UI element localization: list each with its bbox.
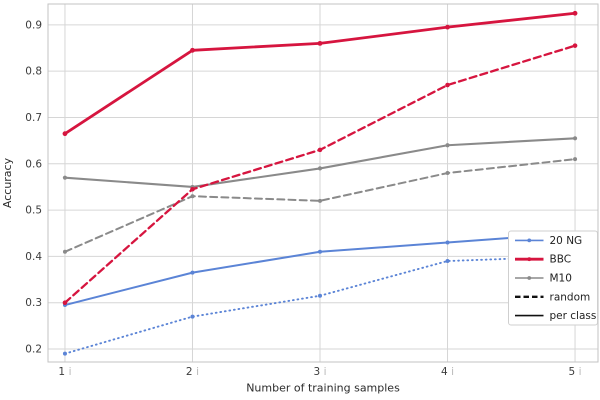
legend-label: BBC	[550, 254, 572, 266]
data-point-marker	[445, 259, 450, 264]
data-point-marker	[445, 24, 450, 30]
series-m10-random	[62, 157, 578, 254]
plot-border	[47, 3, 599, 363]
data-point-marker	[445, 143, 450, 148]
data-point-marker	[62, 300, 68, 306]
series-line	[63, 158, 577, 253]
legend-entry: random	[515, 291, 590, 303]
y-tick-label: 0.4	[25, 251, 42, 263]
legend-label: random	[550, 291, 591, 303]
y-tick-label: 0.6	[25, 158, 42, 170]
y-tick-label: 0.2	[25, 344, 42, 356]
legend-label: M10	[550, 273, 572, 285]
data-point-marker	[190, 186, 195, 192]
legend-entry: per class	[515, 310, 596, 322]
legend-marker-sample	[527, 238, 532, 243]
legend-marker-sample	[527, 257, 532, 262]
y-tick-label: 0.9	[25, 19, 42, 31]
y-axis-ticks: 0.2 0.3 0.4 0.5 0.6 0.7 0.8 0.9	[25, 19, 42, 355]
data-point-marker	[318, 198, 323, 203]
data-point-marker	[573, 157, 578, 162]
legend-label: 20 NG	[550, 235, 583, 247]
y-axis-title: Accuracy	[1, 157, 14, 208]
series-20-ng-per-class	[62, 231, 578, 308]
legend-marker-sample	[527, 276, 532, 280]
series-m10-per-class	[62, 136, 578, 190]
data-point-marker	[62, 351, 67, 356]
data-point-marker	[62, 131, 68, 137]
data-point-marker	[445, 240, 450, 245]
data-point-marker	[190, 194, 195, 199]
data-point-marker	[317, 166, 323, 171]
legend-label: per class	[550, 310, 597, 322]
data-point-marker	[62, 249, 67, 254]
data-point-marker	[318, 293, 323, 298]
data-point-marker	[572, 43, 578, 48]
y-tick-label: 0.3	[25, 297, 42, 309]
data-point-marker	[190, 314, 195, 319]
data-point-marker	[318, 249, 323, 254]
y-tick-label: 0.5	[25, 205, 42, 217]
data-point-marker	[317, 147, 323, 153]
data-point-marker	[445, 171, 450, 176]
series-bbc-random	[62, 43, 578, 306]
series-bbc-per-class	[62, 10, 578, 137]
legend-entry: BBC	[515, 254, 571, 266]
y-tick-label: 0.7	[25, 112, 42, 124]
y-tick-label: 0.8	[25, 66, 42, 78]
data-point-marker	[190, 47, 195, 53]
data-point-marker	[317, 40, 323, 46]
legend-box	[508, 230, 598, 326]
legend-entry: M10	[515, 273, 572, 285]
data-point-marker	[572, 136, 578, 141]
data-point-marker	[190, 270, 195, 275]
data-point-marker	[62, 175, 68, 180]
legend-entry: 20 NG	[515, 235, 582, 247]
data-point-marker	[445, 82, 450, 88]
data-point-marker	[572, 10, 578, 16]
x-axis-title: Number of training samples	[246, 382, 400, 395]
grid	[48, 4, 598, 362]
legend: 20 NG BBC M10 random per class	[508, 230, 598, 326]
